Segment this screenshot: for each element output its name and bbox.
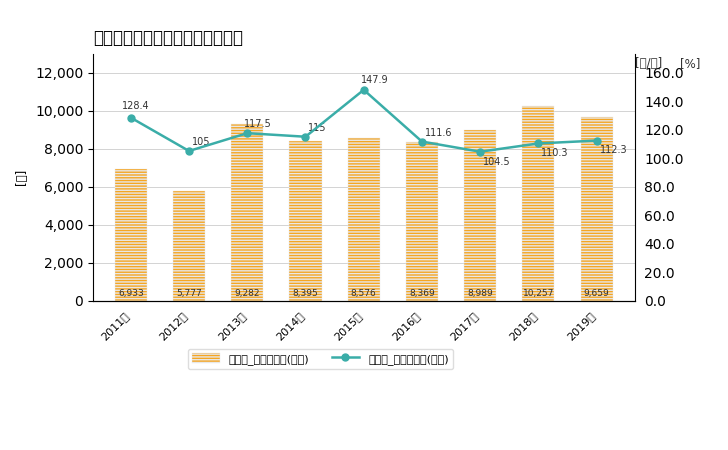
- Text: 10,257: 10,257: [523, 289, 554, 298]
- Bar: [232, 124, 264, 301]
- Text: [㎡/棟]: [㎡/棟]: [635, 57, 662, 70]
- Text: 8,369: 8,369: [409, 289, 435, 298]
- Text: 8,395: 8,395: [293, 289, 318, 298]
- Text: 6,933: 6,933: [118, 289, 143, 298]
- Text: 115: 115: [309, 123, 327, 133]
- Legend: 住宅用_床面積合計(左軸), 住宅用_平均床面積(右軸): 住宅用_床面積合計(左軸), 住宅用_平均床面積(右軸): [188, 349, 454, 369]
- Text: 8,989: 8,989: [467, 289, 493, 298]
- Y-axis label: [㎡]: [㎡]: [15, 169, 28, 185]
- Text: 112.3: 112.3: [600, 145, 628, 155]
- Text: 9,659: 9,659: [584, 289, 609, 298]
- Text: [%]: [%]: [680, 57, 700, 70]
- Text: 8,576: 8,576: [351, 289, 376, 298]
- Text: 9,282: 9,282: [234, 289, 260, 298]
- Text: 128.4: 128.4: [122, 101, 150, 111]
- Bar: [523, 106, 555, 301]
- Text: 105: 105: [192, 137, 210, 147]
- Bar: [581, 117, 613, 301]
- Bar: [464, 130, 496, 301]
- Bar: [115, 169, 147, 301]
- Text: 111.6: 111.6: [425, 128, 452, 138]
- Bar: [290, 141, 322, 301]
- Text: 110.3: 110.3: [542, 148, 569, 158]
- Text: 104.5: 104.5: [483, 157, 511, 166]
- Text: 117.5: 117.5: [245, 119, 272, 130]
- Bar: [348, 138, 380, 301]
- Text: 147.9: 147.9: [361, 75, 389, 85]
- Text: 住宅用建築物の床面積合計の推移: 住宅用建築物の床面積合計の推移: [93, 28, 243, 46]
- Bar: [406, 142, 438, 301]
- Bar: [173, 191, 205, 301]
- Text: 5,777: 5,777: [176, 289, 202, 298]
